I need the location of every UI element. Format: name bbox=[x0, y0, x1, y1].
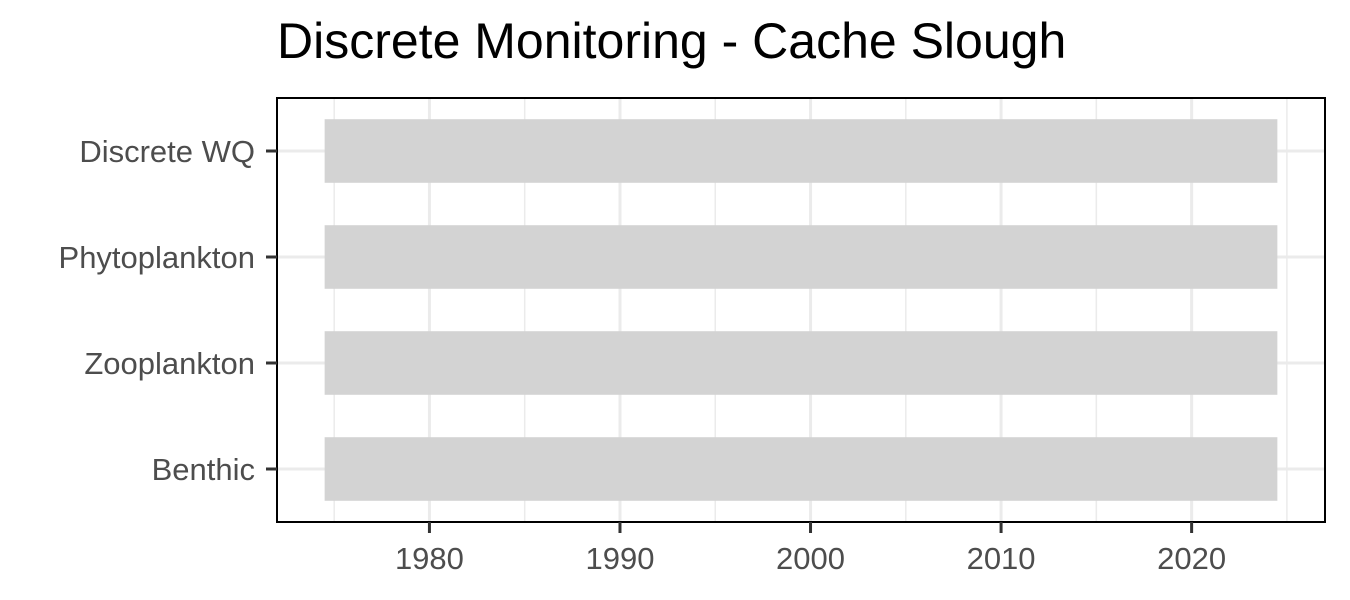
x-tick-label: 1990 bbox=[585, 541, 654, 576]
x-tick-label: 2020 bbox=[1157, 541, 1226, 576]
x-tick-label: 2000 bbox=[776, 541, 845, 576]
y-tick-label: Discrete WQ bbox=[79, 134, 255, 169]
y-tick-label: Zooplankton bbox=[84, 346, 255, 381]
y-tick-label: Phytoplankton bbox=[59, 240, 255, 275]
bar-phytoplankton bbox=[324, 225, 1278, 289]
x-tick-label: 1980 bbox=[395, 541, 464, 576]
y-axis: Discrete WQ Phytoplankton Zooplankton Benth… bbox=[59, 134, 277, 487]
bar-zooplankton bbox=[324, 331, 1278, 395]
panel-border bbox=[276, 97, 1326, 523]
x-axis: 1980 1990 2000 2010 2020 bbox=[395, 522, 1226, 576]
y-tick-label: Benthic bbox=[152, 452, 255, 487]
bar-discrete-wq bbox=[324, 119, 1278, 183]
bar-benthic bbox=[324, 437, 1278, 501]
x-tick-label: 2010 bbox=[967, 541, 1036, 576]
chart-title: Discrete Monitoring - Cache Slough bbox=[277, 13, 1067, 69]
bars bbox=[324, 119, 1278, 501]
